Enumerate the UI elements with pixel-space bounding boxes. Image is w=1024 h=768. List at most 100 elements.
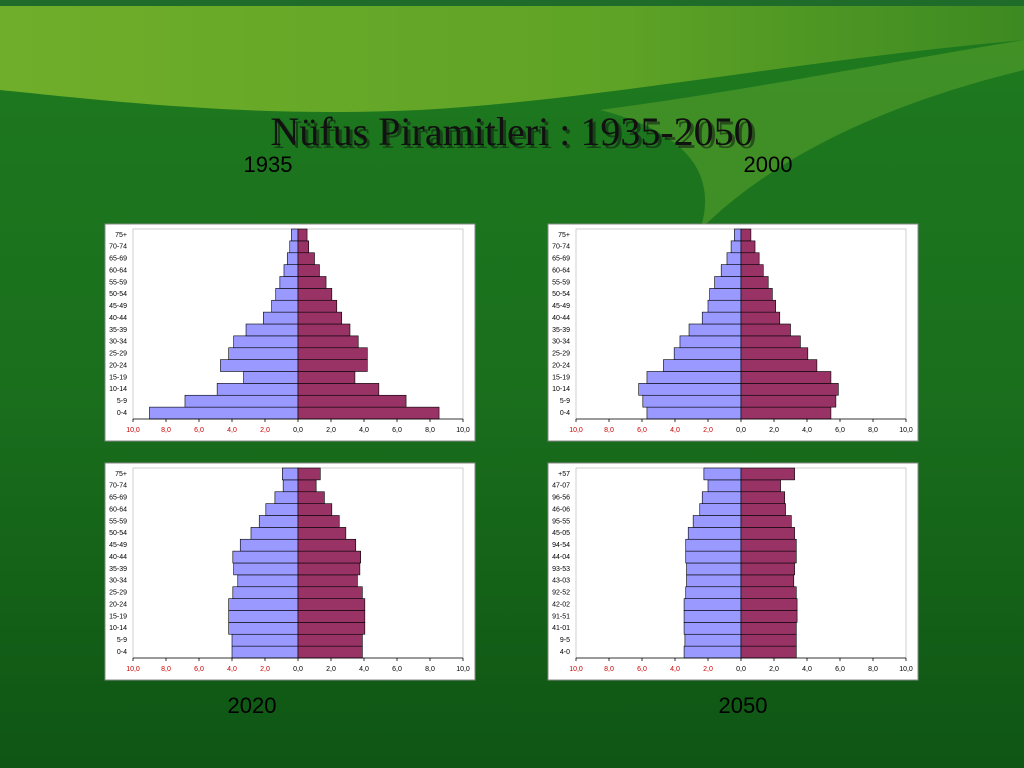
- bar: [297, 645, 363, 659]
- bar: [220, 359, 299, 372]
- swoosh: [0, 0, 1024, 112]
- y-tick-label: 92-52: [552, 590, 570, 597]
- y-tick-label: 40-44: [109, 315, 127, 322]
- y-tick-label: 15-19: [552, 374, 570, 381]
- y-tick-label: 47-07: [552, 483, 570, 490]
- bar: [740, 538, 797, 552]
- x-tick-label: 4,0: [670, 666, 680, 673]
- bar: [232, 550, 299, 564]
- y-tick-label: 20-24: [552, 362, 570, 369]
- bar: [231, 645, 299, 659]
- y-tick-label: 45-49: [552, 303, 570, 310]
- y-tick-label: 55-59: [109, 279, 127, 286]
- bar: [740, 586, 797, 599]
- bar: [239, 538, 299, 552]
- y-tick-label: 0-4: [560, 410, 570, 417]
- y-tick-label: 25-29: [552, 351, 570, 358]
- bar: [740, 503, 786, 516]
- bar: [703, 467, 742, 481]
- bar: [297, 323, 351, 337]
- y-tick-label: 35-39: [109, 327, 127, 334]
- bar: [720, 264, 742, 277]
- y-tick-label: 65-69: [109, 495, 127, 502]
- x-tick-label: 10,0: [456, 427, 470, 434]
- bar: [692, 515, 742, 528]
- bar: [282, 479, 299, 493]
- y-tick-label: 75+: [115, 471, 127, 478]
- y-tick-label: 95-55: [552, 518, 570, 525]
- bar: [740, 633, 797, 647]
- x-tick-label: 8,0: [425, 666, 435, 673]
- bar: [297, 347, 368, 360]
- x-tick-label: 10,0: [569, 427, 583, 434]
- bar: [297, 383, 380, 396]
- bar: [228, 622, 299, 635]
- bar: [297, 633, 363, 647]
- x-tick-label: 10,0: [456, 666, 470, 673]
- top-band: [0, 0, 1024, 6]
- bar: [297, 252, 315, 265]
- bar: [297, 276, 327, 289]
- bar: [297, 288, 333, 301]
- y-tick-label: 15-19: [109, 374, 127, 381]
- bar: [740, 359, 818, 372]
- x-tick-label: 2,0: [703, 666, 713, 673]
- bar: [740, 371, 832, 384]
- bar: [297, 610, 366, 623]
- y-tick-label: 45-05: [552, 530, 570, 537]
- bar: [228, 598, 299, 611]
- bar: [232, 586, 299, 599]
- x-tick-label: 8,0: [425, 427, 435, 434]
- bar: [740, 467, 795, 481]
- bar: [297, 574, 358, 588]
- x-tick-label: 8,0: [604, 666, 614, 673]
- y-tick-label: 40-44: [109, 554, 127, 561]
- bar: [297, 299, 338, 313]
- bar: [265, 503, 299, 516]
- y-tick-label: 40-44: [552, 315, 570, 322]
- x-tick-label: 10,0: [899, 427, 913, 434]
- chart-title: 2020: [228, 693, 277, 718]
- bar: [685, 538, 742, 552]
- y-tick-label: 55-59: [552, 279, 570, 286]
- bar: [638, 383, 742, 396]
- bar: [687, 527, 742, 540]
- bar: [740, 288, 773, 301]
- x-tick-label: 10,0: [126, 666, 140, 673]
- bar: [740, 527, 795, 540]
- bar: [297, 311, 343, 325]
- y-tick-label: 46-06: [552, 506, 570, 513]
- bar: [740, 276, 769, 289]
- bar: [297, 503, 333, 516]
- bar: [283, 264, 299, 277]
- bar: [216, 383, 299, 396]
- swoosh: [600, 40, 1024, 230]
- y-tick-label: 70-74: [109, 483, 127, 490]
- y-tick-label: 60-64: [552, 267, 570, 274]
- y-tick-label: 91-51: [552, 613, 570, 620]
- bar: [282, 467, 299, 481]
- bar: [686, 562, 742, 576]
- bar: [646, 371, 742, 384]
- x-tick-label: 4,0: [359, 427, 369, 434]
- bar: [245, 323, 299, 337]
- x-tick-label: 6,0: [637, 427, 647, 434]
- bar: [297, 622, 366, 635]
- y-tick-label: 10-14: [109, 625, 127, 632]
- bar: [740, 252, 760, 265]
- x-tick-label: 4,0: [802, 427, 812, 434]
- bar: [679, 335, 742, 349]
- x-tick-label: 4,0: [670, 427, 680, 434]
- bar: [707, 299, 742, 313]
- title-shadow: Nüfus Piramitleri : 1935-2050: [273, 112, 756, 157]
- bar: [297, 371, 356, 384]
- x-tick-label: 2,0: [326, 427, 336, 434]
- bar: [297, 264, 320, 277]
- bar: [228, 347, 299, 360]
- x-tick-label: 6,0: [194, 427, 204, 434]
- y-tick-label: 41-01: [552, 625, 570, 632]
- y-tick-label: 5-9: [117, 637, 127, 644]
- bar: [297, 335, 359, 349]
- y-tick-label: 20-24: [109, 362, 127, 369]
- bar: [250, 527, 299, 540]
